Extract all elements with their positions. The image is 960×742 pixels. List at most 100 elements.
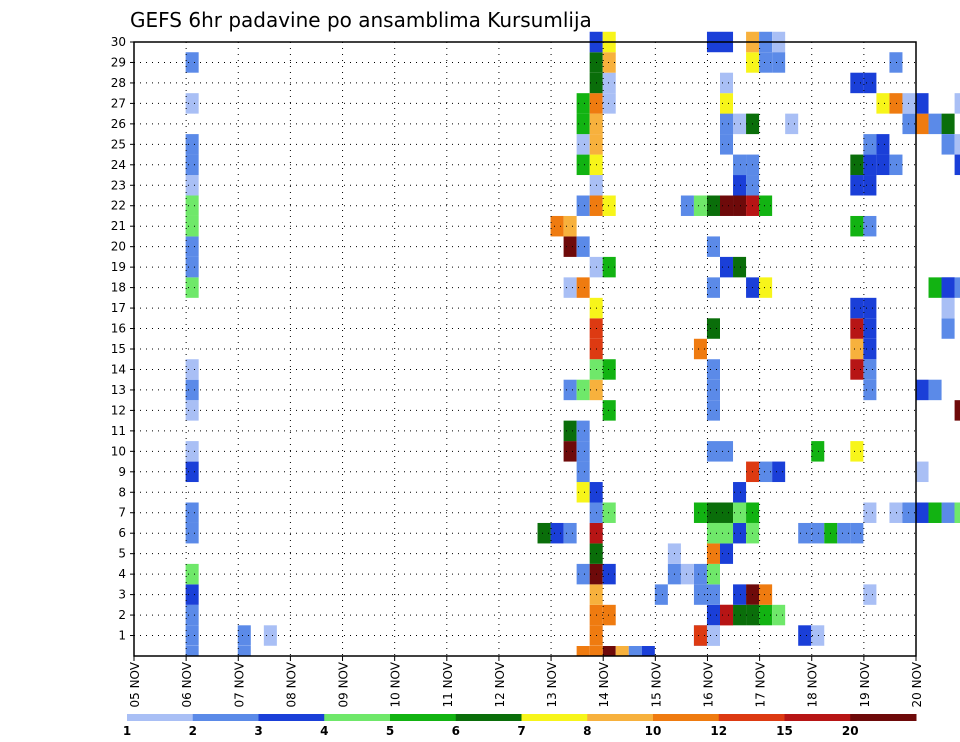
heatmap-cell xyxy=(185,522,199,544)
heatmap-cell xyxy=(563,236,577,257)
colorbar-label: 7 xyxy=(517,724,525,738)
y-tick-label: 28 xyxy=(111,76,126,90)
y-tick-label: 29 xyxy=(111,55,126,69)
heatmap-cell xyxy=(237,625,251,646)
heatmap-cell xyxy=(563,379,577,401)
heatmap-cell xyxy=(706,359,720,380)
heatmap-cell xyxy=(954,93,960,114)
heatmap-cell xyxy=(563,441,577,462)
colorbar-swatch xyxy=(850,714,917,721)
heatmap-cell xyxy=(720,195,734,216)
heatmap-cells xyxy=(185,31,960,656)
heatmap-cell xyxy=(733,522,747,544)
heatmap-cell xyxy=(602,359,616,380)
heatmap-cell xyxy=(915,379,929,401)
heatmap-cell xyxy=(759,584,773,605)
heatmap-cell xyxy=(185,256,199,278)
colorbar-swatch xyxy=(127,714,194,721)
heatmap-cell xyxy=(720,72,734,94)
heatmap-cell xyxy=(889,154,903,176)
y-tick-label: 6 xyxy=(118,526,126,540)
y-tick-label: 17 xyxy=(111,301,126,315)
colorbar-label: 8 xyxy=(583,724,591,738)
heatmap-cell xyxy=(720,256,734,278)
heatmap-cell xyxy=(693,195,707,216)
heatmap-cell xyxy=(602,195,616,216)
heatmap-cell xyxy=(720,113,734,135)
heatmap-cell xyxy=(602,93,616,114)
heatmap-cell xyxy=(693,625,707,646)
heatmap-cell xyxy=(602,256,616,278)
heatmap-cell xyxy=(720,543,734,564)
chart-title: GEFS 6hr padavine po ansamblima Kursumli… xyxy=(130,8,592,32)
heatmap-cell xyxy=(576,441,590,462)
colorbar-label: 5 xyxy=(386,724,394,738)
heatmap-cell xyxy=(641,646,655,656)
colorbar-label: 10 xyxy=(645,724,662,738)
heatmap-cell xyxy=(693,584,707,605)
heatmap-cell xyxy=(720,522,734,544)
x-tick-label: 05 NOV xyxy=(128,661,142,707)
colorbar-label: 12 xyxy=(710,724,727,738)
heatmap-cell xyxy=(863,175,877,196)
heatmap-cell xyxy=(602,604,616,626)
heatmap-cell xyxy=(733,604,747,626)
heatmap-cell xyxy=(941,113,955,135)
x-axis-ticks: 05 NOV 06 NOV 07 NOV 08 NOV 09 NOV 10 NOV 11 N… xyxy=(128,656,924,708)
heatmap-cell xyxy=(602,400,616,421)
heatmap-cell xyxy=(185,461,199,483)
heatmap-cell xyxy=(602,646,616,656)
y-tick-label: 10 xyxy=(111,444,126,458)
heatmap-cell xyxy=(915,502,929,523)
heatmap-cell xyxy=(811,522,825,544)
heatmap-cell xyxy=(876,154,890,176)
heatmap-cell xyxy=(850,441,864,462)
heatmap-cell xyxy=(785,113,799,135)
heatmap-cell xyxy=(576,134,590,155)
heatmap-cell xyxy=(576,646,590,656)
colorbar-swatch xyxy=(587,714,654,721)
heatmap-cell xyxy=(733,256,747,278)
heatmap-cell xyxy=(863,318,877,339)
heatmap-cell xyxy=(693,502,707,523)
heatmap-cell xyxy=(576,154,590,176)
heatmap-cell xyxy=(850,318,864,339)
heatmap-cell xyxy=(628,646,642,656)
y-tick-label: 26 xyxy=(111,117,126,131)
heatmap-cell xyxy=(706,522,720,544)
heatmap-cell xyxy=(863,134,877,155)
heatmap-cell xyxy=(954,154,960,176)
heatmap-cell xyxy=(850,154,864,176)
colorbar-swatch xyxy=(784,714,851,721)
heatmap-cell xyxy=(185,379,199,401)
y-tick-label: 24 xyxy=(111,158,126,172)
chart-grid xyxy=(134,42,916,656)
heatmap-cell xyxy=(720,604,734,626)
x-tick-label: 18 NOV xyxy=(806,661,820,707)
heatmap-cell xyxy=(185,646,199,656)
heatmap-cell xyxy=(576,482,590,503)
heatmap-cell xyxy=(759,195,773,216)
heatmap-cell xyxy=(185,134,199,155)
heatmap-cell xyxy=(733,482,747,503)
heatmap-cell xyxy=(863,502,877,523)
heatmap-cell xyxy=(602,502,616,523)
heatmap-cell xyxy=(863,215,877,237)
heatmap-cell xyxy=(706,195,720,216)
colorbar-swatch xyxy=(521,714,588,721)
heatmap-cell xyxy=(720,134,734,155)
y-tick-label: 14 xyxy=(111,362,126,376)
heatmap-cell xyxy=(602,563,616,585)
x-tick-label: 11 NOV xyxy=(441,661,455,707)
heatmap-cell xyxy=(185,93,199,114)
heatmap-cell xyxy=(850,72,864,94)
heatmap-cell xyxy=(759,604,773,626)
heatmap-cell xyxy=(706,318,720,339)
heatmap-cell xyxy=(706,441,720,462)
heatmap-cell xyxy=(693,338,707,360)
heatmap-cell xyxy=(850,338,864,360)
y-tick-label: 20 xyxy=(111,240,126,254)
y-tick-label: 23 xyxy=(111,178,126,192)
heatmap-cell xyxy=(563,277,577,298)
